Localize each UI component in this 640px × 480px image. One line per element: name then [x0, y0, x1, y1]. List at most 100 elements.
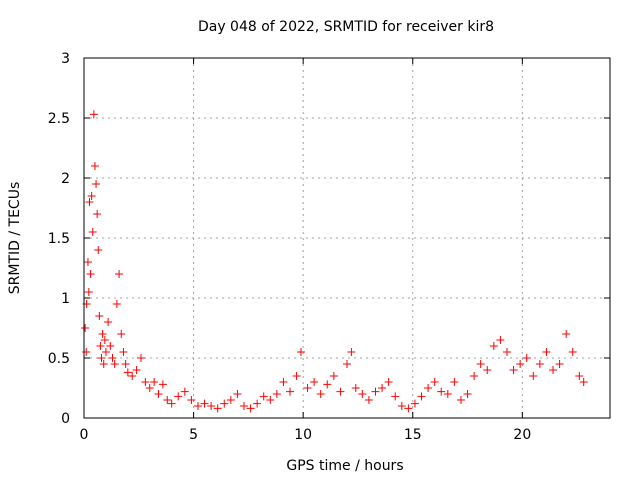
data-point [424, 384, 433, 392]
data-point [98, 330, 107, 338]
data-point [99, 360, 108, 368]
data-point [430, 378, 439, 386]
chart-title: Day 048 of 2022, SRMTID for receiver kir… [198, 19, 494, 35]
y-tick-label: 0 [61, 411, 70, 427]
y-tick-label: 3 [61, 51, 70, 67]
data-point [358, 390, 367, 398]
data-point [371, 387, 380, 396]
data-point [104, 318, 113, 326]
data-point [404, 404, 413, 413]
data-point [150, 378, 159, 386]
data-point [86, 270, 95, 278]
data-point [347, 348, 356, 356]
data-point [316, 390, 325, 398]
data-point [535, 360, 544, 368]
data-point [555, 360, 564, 368]
data-point [437, 387, 446, 396]
data-point [502, 348, 511, 356]
data-point [443, 390, 452, 398]
data-point [115, 270, 124, 278]
data-point [476, 360, 485, 368]
data-point [207, 402, 216, 410]
data-point [154, 390, 163, 398]
data-point [145, 384, 154, 392]
data-point [397, 402, 406, 410]
x-axis-label: GPS time / hours [286, 458, 403, 474]
plot-frame [83, 57, 611, 419]
data-point [174, 392, 183, 401]
data-point [187, 396, 196, 404]
data-point [542, 348, 551, 356]
data-point [90, 162, 99, 170]
data-point [549, 366, 558, 374]
data-point [220, 399, 229, 408]
data-point [579, 378, 588, 386]
data-point [101, 348, 110, 356]
data-point [112, 300, 121, 308]
data-point [88, 228, 97, 236]
data-point [95, 312, 104, 320]
data-point [136, 354, 145, 362]
data-point [509, 366, 518, 374]
data-point [84, 288, 93, 296]
data-point [141, 378, 150, 386]
data-point [108, 354, 117, 362]
data-point [259, 392, 268, 401]
x-tick-label: 20 [513, 427, 531, 443]
y-tick-label: 2.5 [48, 111, 70, 127]
data-point [83, 258, 92, 266]
data-point [296, 348, 305, 356]
data-point [239, 402, 248, 410]
data-point [167, 399, 176, 408]
x-tick-label: 10 [294, 427, 312, 443]
data-point [106, 342, 115, 350]
data-point [87, 192, 96, 200]
data-point [193, 402, 202, 410]
y-tick-label: 1 [61, 291, 70, 307]
data-point [343, 360, 351, 368]
data-point [303, 384, 312, 392]
data-point [456, 396, 465, 404]
tick-labels: 0 5 10 15 20 0 0.5 1 1.5 2 2.5 3 [48, 51, 532, 443]
data-point [266, 396, 275, 404]
data-point [110, 360, 119, 368]
data-point [410, 399, 419, 408]
data-point [378, 384, 387, 392]
data-point [351, 384, 360, 392]
data-point [93, 210, 102, 218]
data-point [132, 366, 141, 374]
data-point [364, 396, 373, 404]
data-point [89, 110, 98, 119]
data-point [85, 198, 94, 206]
data-point [575, 372, 584, 380]
data-point [233, 390, 242, 398]
data-point [329, 372, 338, 380]
y-tick-label: 0.5 [48, 351, 70, 367]
data-point [272, 390, 281, 398]
data-point [489, 342, 498, 350]
data-point [562, 330, 571, 338]
data-point [516, 360, 525, 368]
data-point [384, 378, 393, 386]
data-point [158, 380, 167, 389]
data-point [417, 392, 426, 401]
y-tick-label: 2 [61, 171, 70, 187]
x-tick-label: 5 [189, 427, 198, 443]
data-points [81, 110, 588, 413]
data-point [81, 324, 90, 332]
data-point [522, 354, 531, 362]
x-tick-label: 15 [404, 427, 422, 443]
data-point [128, 372, 137, 380]
data-point [123, 368, 132, 377]
data-point [470, 372, 479, 380]
y-tick-label: 1.5 [48, 231, 70, 247]
data-point [529, 372, 538, 380]
x-tick-label: 0 [80, 427, 89, 443]
data-point [226, 396, 235, 404]
data-point [92, 180, 101, 188]
data-point [163, 396, 172, 404]
data-point [391, 392, 400, 401]
data-point [96, 342, 105, 350]
